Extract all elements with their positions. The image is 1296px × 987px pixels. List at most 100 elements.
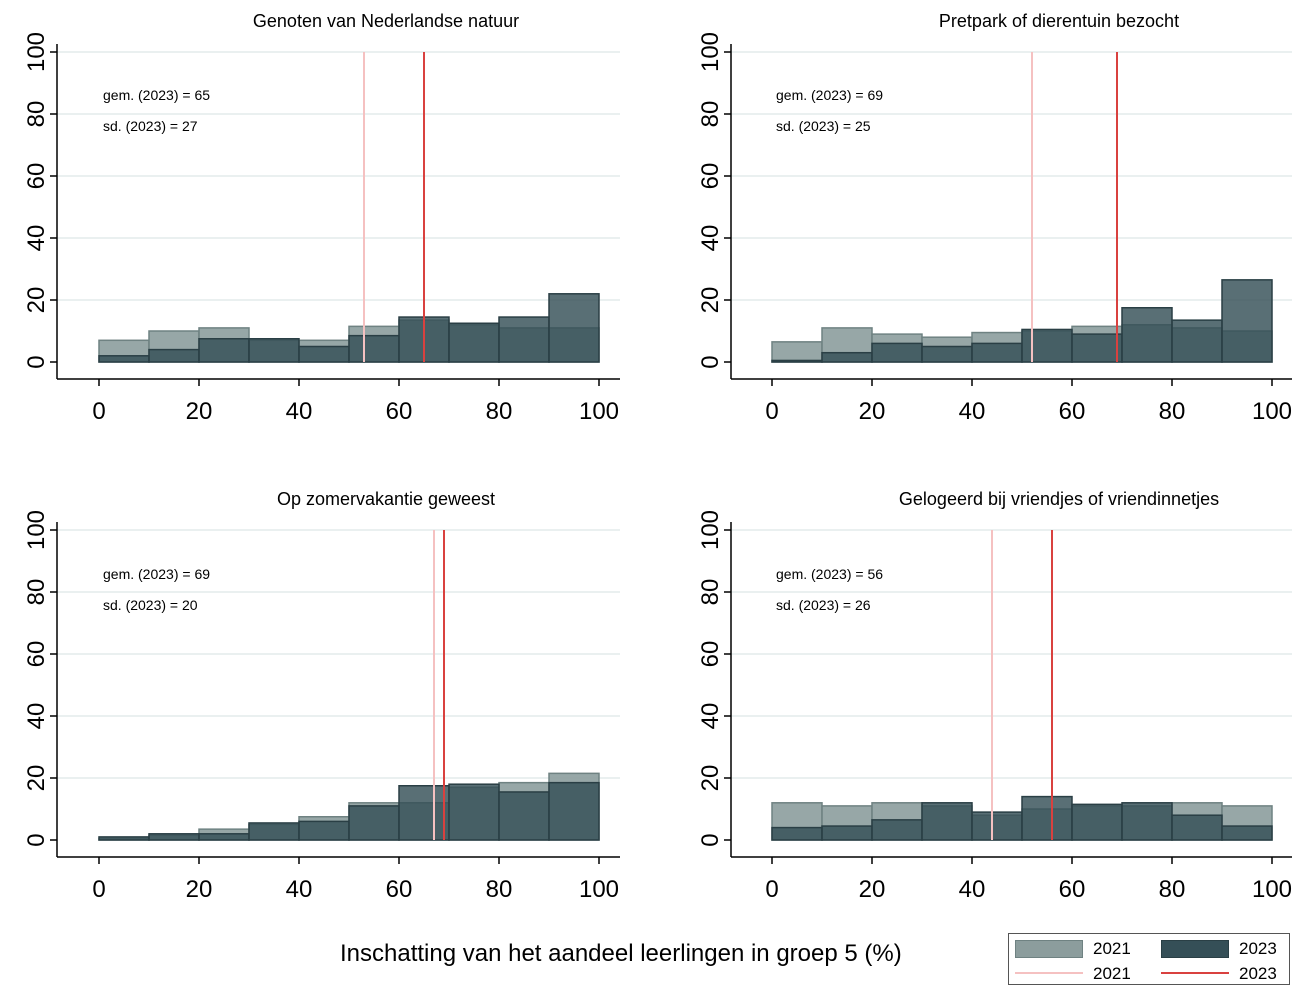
x-tick-label: 80 <box>1159 398 1186 425</box>
y-tick-label: 40 <box>23 703 50 730</box>
y-tick-label: 0 <box>23 355 50 368</box>
bar-2023 <box>298 345 350 363</box>
x-tick-label: 100 <box>1252 876 1292 903</box>
bar-2023 <box>98 836 150 841</box>
bar-2023 <box>448 322 500 363</box>
x-tick-label: 0 <box>765 398 778 425</box>
stat-annotation: gem. (2023) = 69 <box>776 87 883 103</box>
y-tick-label: 0 <box>697 833 724 846</box>
stat-annotation: gem. (2023) = 56 <box>776 566 883 582</box>
chart-panel-3: 0 20 40 60 80 100 0 20 40 60 80 100 Op zomervakantie… <box>23 489 620 903</box>
x-tick-label: 20 <box>186 876 213 903</box>
x-tick-label: 80 <box>486 398 513 425</box>
chart-title: Gelogeerd bij vriendjes of vriendinnetje… <box>899 489 1219 509</box>
legend-swatch-bar-2023 <box>1161 940 1229 958</box>
x-tick-label: 40 <box>286 876 313 903</box>
bar-2023 <box>248 338 300 363</box>
bar-2023 <box>548 781 600 841</box>
x-tick-label: 0 <box>92 876 105 903</box>
legend-swatch-line-2023 <box>1161 972 1229 974</box>
y-tick-label: 100 <box>697 32 724 72</box>
x-tick-label: 0 <box>92 398 105 425</box>
x-tick-label: 20 <box>859 876 886 903</box>
bar-2023 <box>498 791 550 841</box>
y-tick-label: 60 <box>23 641 50 668</box>
legend: 2021 2023 2021 2023 <box>1008 933 1290 985</box>
x-tick-label: 80 <box>486 876 513 903</box>
stat-annotation: sd. (2023) = 20 <box>103 597 198 613</box>
y-tick-label: 40 <box>697 225 724 252</box>
chart-panel-1: 0 20 40 60 80 100 0 20 40 60 80 100 Genoten van Nede… <box>23 11 620 425</box>
bar-2023 <box>1221 279 1273 363</box>
bar-2023 <box>821 351 873 363</box>
chart-title: Pretpark of dierentuin bezocht <box>939 11 1179 31</box>
stat-annotation: sd. (2023) = 26 <box>776 597 871 613</box>
bar-2023 <box>1171 319 1223 363</box>
bar-2023 <box>871 819 923 841</box>
bar-2023 <box>1021 328 1073 363</box>
bar-2023 <box>398 785 450 841</box>
chart-title: Op zomervakantie geweest <box>277 489 495 509</box>
bar-2023 <box>548 293 600 363</box>
y-tick-label: 60 <box>697 641 724 668</box>
chart-title: Genoten van Nederlandse natuur <box>253 11 519 31</box>
x-tick-label: 60 <box>1059 398 1086 425</box>
x-tick-label: 0 <box>765 876 778 903</box>
x-tick-label: 80 <box>1159 876 1186 903</box>
y-tick-label: 20 <box>697 765 724 792</box>
y-tick-label: 20 <box>23 287 50 314</box>
y-tick-label: 80 <box>23 579 50 606</box>
x-tick-label: 100 <box>579 876 619 903</box>
bar-2023 <box>98 355 150 363</box>
stat-annotation: sd. (2023) = 27 <box>103 118 198 134</box>
y-tick-label: 0 <box>23 833 50 846</box>
bar-2023 <box>971 811 1023 841</box>
x-tick-label: 40 <box>286 398 313 425</box>
y-tick-label: 40 <box>697 703 724 730</box>
bar-2023 <box>971 342 1023 363</box>
y-tick-label: 100 <box>23 32 50 72</box>
y-tick-label: 80 <box>697 101 724 128</box>
bar-2021 <box>771 341 823 363</box>
stat-annotation: gem. (2023) = 69 <box>103 566 210 582</box>
bar-2023 <box>1121 307 1173 363</box>
bar-2023 <box>348 334 400 363</box>
bar-2023 <box>921 802 973 841</box>
legend-label-line-2021: 2021 <box>1093 964 1131 983</box>
chart-panel-4: 0 20 40 60 80 100 0 20 40 60 80 100 Gelogeerd bij vr… <box>697 489 1292 903</box>
bar-2023 <box>1071 333 1123 363</box>
bar-2023 <box>148 348 200 363</box>
legend-label-line-2023: 2023 <box>1239 964 1277 983</box>
x-tick-label: 40 <box>959 876 986 903</box>
bar-2023 <box>771 826 823 841</box>
bar-2023 <box>871 342 923 363</box>
stat-annotation: sd. (2023) = 25 <box>776 118 871 134</box>
bar-2023 <box>1121 802 1173 841</box>
stat-annotation: gem. (2023) = 65 <box>103 87 210 103</box>
bar-2023 <box>298 820 350 841</box>
bar-2023 <box>821 825 873 841</box>
bar-2023 <box>248 822 300 841</box>
bar-2023 <box>921 345 973 363</box>
y-tick-label: 20 <box>23 765 50 792</box>
y-tick-label: 80 <box>23 101 50 128</box>
bar-2023 <box>1171 814 1223 841</box>
bar-2023 <box>1221 825 1273 841</box>
x-tick-label: 100 <box>579 398 619 425</box>
y-tick-label: 100 <box>697 510 724 550</box>
bar-2023 <box>771 359 823 363</box>
bar-2023 <box>198 338 250 363</box>
x-tick-label: 20 <box>859 398 886 425</box>
chart-grid: 0 20 40 60 80 100 0 20 40 60 80 100 Genoten van Nede… <box>23 11 1292 903</box>
x-tick-label: 60 <box>386 876 413 903</box>
y-tick-label: 100 <box>23 510 50 550</box>
x-tick-label: 20 <box>186 398 213 425</box>
x-tick-label: 40 <box>959 398 986 425</box>
bar-2023 <box>448 783 500 841</box>
x-tick-label: 100 <box>1252 398 1292 425</box>
y-tick-label: 0 <box>697 355 724 368</box>
bar-2023 <box>1071 803 1123 841</box>
y-tick-label: 20 <box>697 287 724 314</box>
legend-label-bar-2023: 2023 <box>1239 939 1277 958</box>
